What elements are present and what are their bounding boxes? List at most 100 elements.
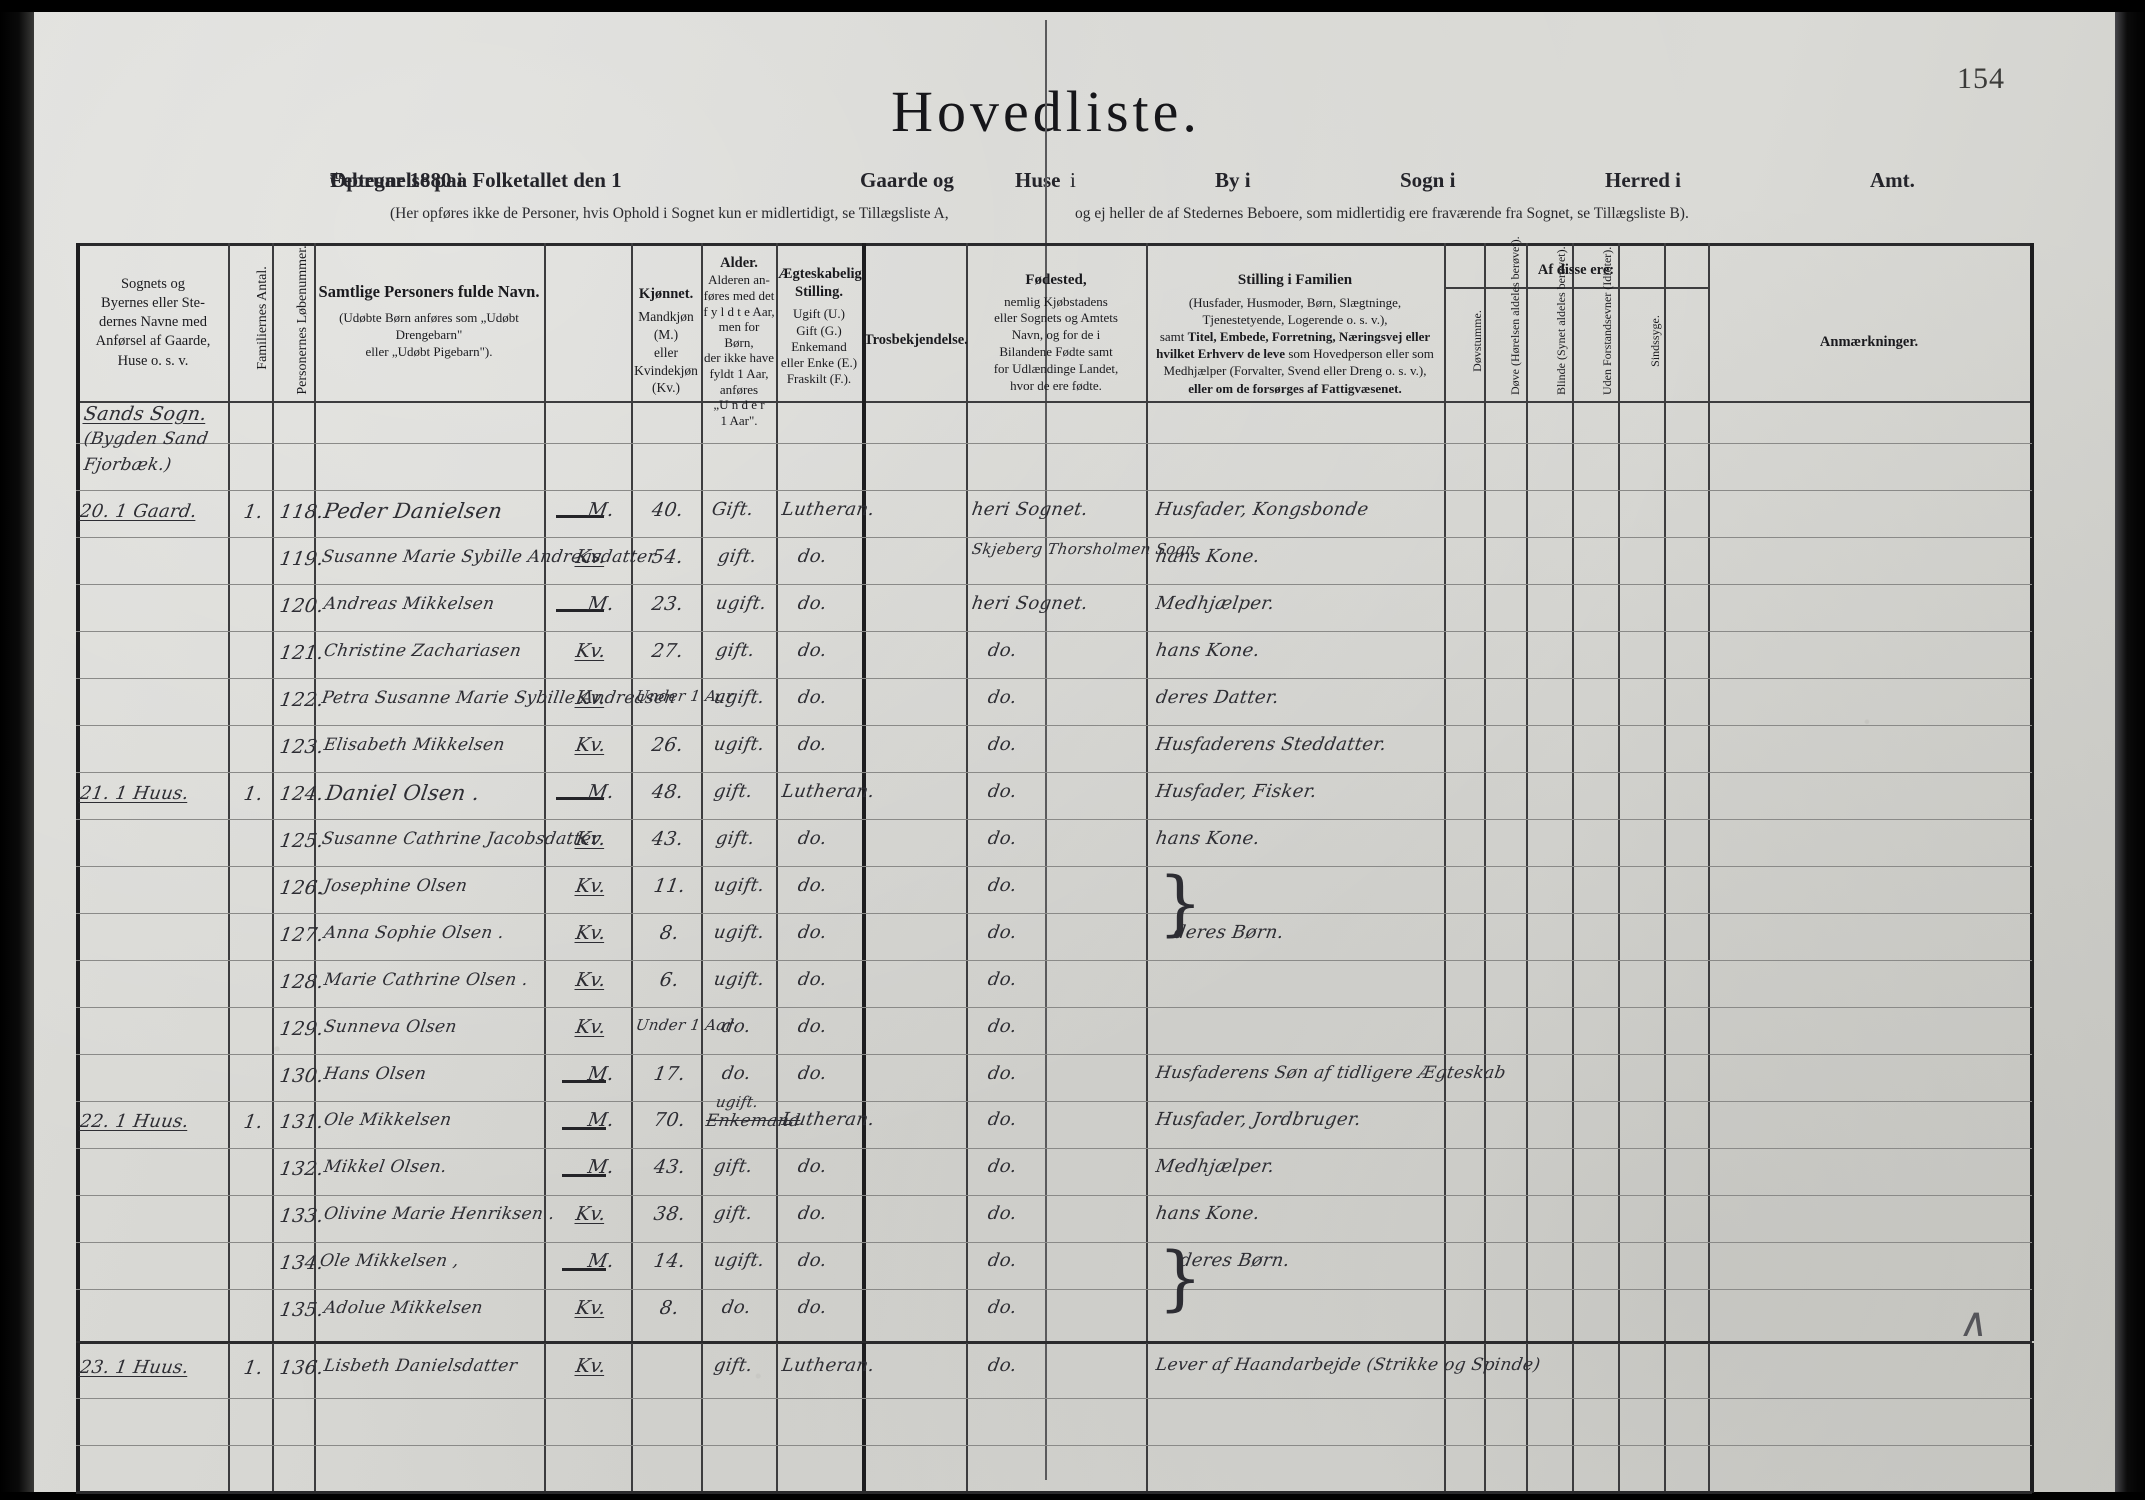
family-count-group-1: 1. (242, 783, 265, 805)
person-marital: ugift. (714, 593, 768, 614)
person-marital: ugift. (712, 969, 766, 990)
person-marital: ugift. (712, 734, 766, 755)
rule (76, 490, 2032, 492)
person-nr: 129. (278, 1018, 326, 1040)
person-nr: 133. (278, 1205, 326, 1227)
person-sex: Kv. (574, 1016, 608, 1038)
cont-sep (272, 1343, 274, 1493)
person-name: Susanne Cathrine Jacobsdatter (320, 829, 602, 849)
person-nr: 120. (278, 595, 326, 617)
person-marital: ugift. (712, 875, 766, 896)
header-bottom-border (76, 401, 2032, 403)
rule (76, 1007, 2032, 1009)
person-position: Lever af Haandarbejde (Strikke og Spinde… (1154, 1355, 1542, 1375)
person-marital-correction: ugift. (714, 1093, 760, 1111)
person-name: Andreas Mikkelsen (322, 594, 496, 614)
children-brace: } (1158, 862, 1203, 944)
person-birthplace: heri Sognet. (970, 499, 1090, 520)
person-marital: Gift. (710, 499, 755, 520)
header-af-insane: Sindssyge. (1648, 315, 1662, 367)
col-sep-remarks (1708, 243, 1710, 1341)
scan-edge-right (2115, 0, 2145, 1500)
header-remarks: Anmærkninger. (1819, 334, 1919, 350)
paper-sheet (26, 8, 2118, 1495)
person-nr: 136. (278, 1357, 326, 1379)
cont-sep (1618, 1343, 1620, 1493)
person-faith: do. (796, 922, 829, 943)
person-birthplace: do. (986, 1156, 1019, 1177)
col-sep-personnr (314, 243, 316, 1341)
person-age: 11. (652, 875, 687, 897)
person-position: Husfaderens Søn af tidligere Ægteskab (1154, 1063, 1508, 1083)
person-faith: do. (796, 546, 829, 567)
col-sep-af2 (1526, 243, 1528, 1341)
person-faith: Lutheran. (780, 1109, 877, 1130)
family-count-group-2: 1. (242, 1111, 265, 1133)
person-faith: do. (796, 1063, 829, 1084)
rule (76, 631, 2032, 633)
cont-sep (966, 1343, 968, 1493)
col-sep-birth (1146, 243, 1148, 1341)
person-sex: Kv. (574, 546, 608, 568)
person-faith: Lutheran. (780, 1355, 877, 1376)
rule (76, 1445, 2032, 1447)
person-birthplace: do. (986, 875, 1019, 896)
col-sep-af4 (1618, 243, 1620, 1341)
person-birthplace: do. (986, 922, 1019, 943)
person-nr: 131. (278, 1111, 326, 1133)
header-afdisse: Af disse ere: (1537, 262, 1615, 278)
person-age: Under 1 Aar (634, 1016, 735, 1034)
cont-sep (862, 1343, 866, 1493)
rule (76, 1398, 2032, 1400)
header-af-blind: Blinde (Synet aldeles berøvet). (1554, 246, 1568, 395)
person-age: 8. (658, 922, 681, 944)
header-sex: Kjønnet. Mandkjøn (M.) eller Kvindekjøn … (634, 286, 698, 396)
person-age: 43. (652, 1156, 687, 1178)
folio-number: 154 (1957, 62, 2005, 95)
person-nr: 123. (278, 736, 326, 758)
table-left-border (76, 243, 80, 1341)
person-birthplace: do. (986, 1109, 1019, 1130)
person-birthplace: do. (986, 969, 1019, 990)
cont-sep (701, 1343, 703, 1493)
header-place: Sognets og Byernes eller Ste- dernes Navn… (95, 276, 211, 369)
sex-mark (562, 1080, 606, 1083)
person-sex: M. (586, 781, 616, 803)
person-age: 43. (650, 828, 685, 850)
census-table-continued: 23. 1 Huus. 1. 136. Lisbeth Danielsdatte… (76, 1343, 2034, 1494)
person-age: 14. (652, 1250, 687, 1272)
col-sep-names (544, 243, 546, 1341)
person-birthplace: do. (986, 1250, 1019, 1271)
field-amt-label: Amt. (1870, 168, 1915, 192)
person-name: Olivine Marie Henriksen . (322, 1204, 557, 1224)
col-sep-position (1444, 243, 1446, 1341)
person-nr: 128. (278, 971, 326, 993)
page-fold-line (1045, 20, 1047, 1480)
person-position: Medhjælper. (1154, 1156, 1276, 1177)
header-personnr: Personernes Løbenummer. (295, 245, 310, 395)
rule (76, 1148, 2032, 1150)
rule (76, 772, 2032, 774)
cont-sep (1444, 1343, 1446, 1493)
person-marital: gift. (714, 828, 757, 849)
children-brace: } (1158, 1237, 1203, 1319)
person-name: Hans Olsen (322, 1064, 428, 1084)
fineprint-left: (Her opføres ikke de Personer, hvis Opho… (390, 205, 949, 222)
person-sex: M. (586, 1109, 616, 1131)
rule (76, 913, 2032, 915)
person-sex: Kv. (574, 828, 608, 850)
person-marital: gift. (714, 640, 757, 661)
col-sep-place (228, 243, 230, 1341)
rule (76, 1195, 2032, 1197)
cont-sep (1664, 1343, 1666, 1493)
cont-sep (1708, 1343, 1710, 1493)
person-nr: 125. (278, 830, 326, 852)
person-nr: 124. (278, 783, 326, 805)
afdisse-underline (1444, 287, 1708, 289)
col-sep-af5 (1664, 243, 1666, 1341)
person-sex: M. (586, 1250, 616, 1272)
sex-mark (556, 515, 604, 518)
rule (76, 1242, 2032, 1244)
header-age: Alder. Alderen an-føres med det f y l d … (703, 255, 775, 428)
person-position: Husfader, Jordbruger. (1154, 1109, 1363, 1130)
